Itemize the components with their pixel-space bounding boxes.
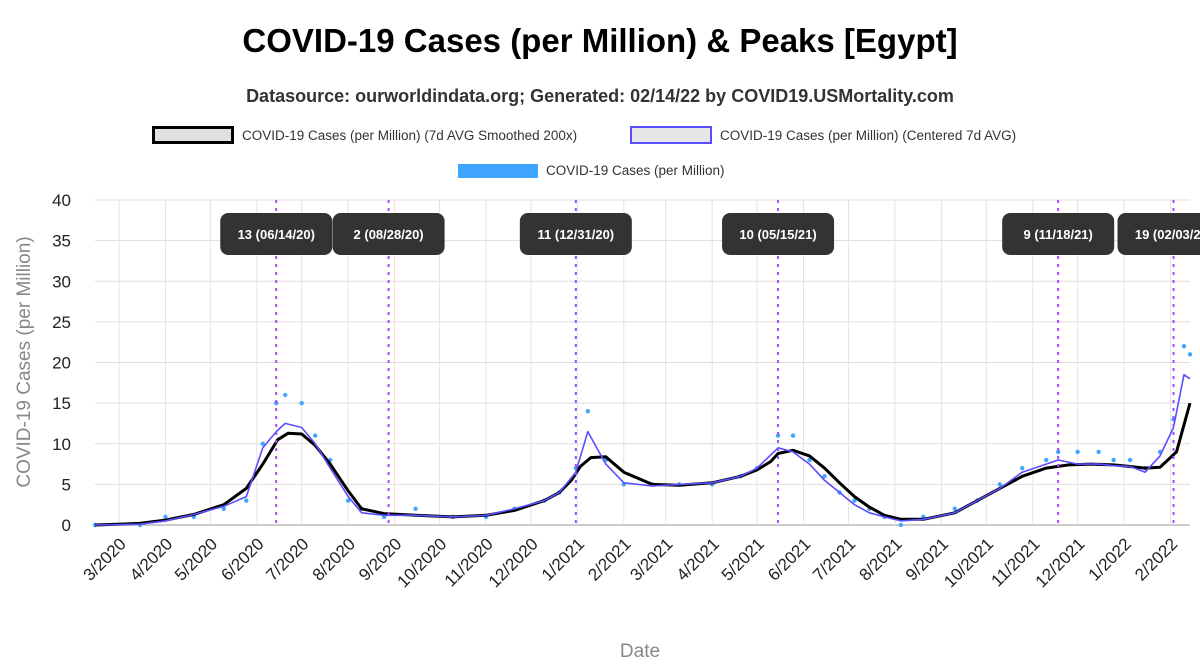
- peak-label: 9 (11/18/21): [1023, 227, 1092, 242]
- peak-marker: 10 (05/15/21): [722, 200, 835, 525]
- daily-cases-point: [775, 433, 781, 438]
- y-tick-label: 30: [52, 272, 71, 291]
- peak-label-box: [220, 213, 333, 255]
- x-tick-label: 4/2020: [126, 534, 176, 584]
- daily-cases-point: [1055, 449, 1061, 455]
- x-tick-label: 5/2020: [171, 534, 221, 584]
- daily-cases-point: [221, 506, 227, 511]
- daily-cases-points: [92, 344, 1193, 528]
- peak-label-box: [332, 213, 445, 255]
- y-tick-label: 20: [52, 354, 71, 373]
- x-tick-label: 3/2021: [626, 534, 676, 584]
- daily-cases-point: [1043, 457, 1049, 463]
- y-tick-label: 0: [62, 516, 71, 535]
- x-tick-label: 10/2021: [940, 534, 997, 591]
- peak-markers: 13 (06/14/20) 2 (08/28/20) 11 (12/31/20) 10…: [220, 200, 1200, 525]
- y-tick-label: 15: [52, 394, 71, 413]
- x-tick-label: 8/2021: [856, 534, 906, 584]
- peak-label-box: [1002, 213, 1115, 255]
- legend-swatch-smoothed: [152, 126, 234, 144]
- x-tick-label: 7/2021: [809, 534, 859, 584]
- legend-item-centered[interactable]: COVID-19 Cases (per Million) (Centered 7…: [630, 126, 1016, 144]
- y-tick-label: 35: [52, 232, 71, 251]
- x-tick-label: 1/2022: [1085, 534, 1135, 584]
- x-tick-label: 2/2021: [584, 534, 634, 584]
- daily-cases-point: [1075, 449, 1080, 455]
- x-tick-label: 3/2020: [80, 534, 130, 584]
- peak-label: 10 (05/15/21): [739, 227, 816, 242]
- daily-cases-point: [274, 400, 279, 406]
- legend-swatch-centered: [630, 126, 712, 144]
- series-lines: [94, 373, 1192, 527]
- daily-cases-point: [585, 409, 591, 414]
- y-tick-label: 40: [52, 191, 71, 210]
- x-axis-ticks: 3/20204/20205/20206/20207/20208/20209/20…: [80, 534, 1182, 591]
- daily-cases-point: [1020, 465, 1025, 471]
- daily-cases-point: [244, 498, 249, 503]
- legend-item-daily[interactable]: COVID-19 Cases (per Million): [458, 163, 725, 178]
- daily-cases-point: [312, 433, 318, 438]
- x-axis-title: Date: [620, 641, 660, 662]
- peak-label: 11 (12/31/20): [538, 227, 615, 242]
- x-tick-label: 1/2021: [538, 534, 588, 584]
- x-tick-label: 6/2021: [764, 534, 814, 584]
- peak-marker: 2 (08/28/20): [332, 200, 445, 525]
- daily-cases-point: [1127, 457, 1133, 463]
- daily-cases-point: [1181, 344, 1187, 349]
- peak-marker: 19 (02/03/22): [1117, 200, 1200, 525]
- smoothed-line: [94, 402, 1192, 527]
- daily-cases-point: [283, 392, 288, 398]
- daily-cases-point: [260, 441, 265, 446]
- daily-cases-point: [852, 498, 857, 503]
- legend-swatch-daily: [458, 163, 538, 178]
- peak-marker: 9 (11/18/21): [1002, 200, 1115, 525]
- x-tick-label: 6/2020: [217, 534, 267, 584]
- daily-cases-point: [1096, 449, 1101, 455]
- y-tick-label: 25: [52, 313, 71, 332]
- x-tick-label: 8/2020: [309, 534, 359, 584]
- legend-label-smoothed: COVID-19 Cases (per Million) (7d AVG Smo…: [242, 127, 578, 143]
- peak-label: 19 (02/03/22): [1135, 227, 1200, 242]
- peak-label-box: [1117, 213, 1200, 255]
- peak-label-box: [519, 213, 632, 255]
- y-tick-label: 10: [52, 435, 71, 454]
- daily-cases-point: [413, 506, 418, 511]
- x-tick-label: 7/2020: [262, 534, 312, 584]
- daily-cases-point: [299, 400, 304, 406]
- daily-cases-point: [822, 474, 827, 479]
- daily-cases-point: [790, 433, 796, 438]
- peak-marker: 13 (06/14/20): [220, 200, 333, 525]
- peak-marker: 11 (12/31/20): [519, 200, 632, 525]
- chart-title: COVID-19 Cases (per Million) & Peaks [Eg…: [242, 22, 958, 59]
- legend-label-daily: COVID-19 Cases (per Million): [546, 163, 725, 178]
- daily-cases-point: [997, 482, 1002, 487]
- y-tick-label: 5: [62, 475, 71, 494]
- x-tick-label: 2/2022: [1131, 534, 1181, 584]
- legend-item-smoothed[interactable]: COVID-19 Cases (per Million) (7d AVG Smo…: [152, 126, 577, 144]
- daily-cases-point: [345, 498, 351, 503]
- chart-subtitle: Datasource: ourworldindata.org; Generate…: [246, 86, 954, 106]
- daily-cases-point: [1111, 457, 1116, 463]
- x-tick-label: 12/2021: [1032, 534, 1089, 591]
- legend-label-centered: COVID-19 Cases (per Million) (Centered 7…: [720, 127, 1017, 143]
- centered-avg-line: [94, 373, 1191, 526]
- peak-label-box: [722, 213, 835, 255]
- peak-label: 13 (06/14/20): [238, 227, 315, 242]
- x-tick-label: 10/2020: [393, 534, 450, 591]
- x-tick-label: 12/2020: [485, 534, 542, 591]
- y-axis-ticks: 0 5 10 15 20 25 30 35 40: [52, 191, 71, 535]
- y-axis-title: COVID-19 Cases (per Million): [14, 236, 35, 487]
- daily-cases-point: [163, 514, 168, 520]
- daily-cases-point: [952, 506, 958, 511]
- daily-cases-point: [1187, 352, 1193, 357]
- daily-cases-point: [807, 457, 812, 463]
- daily-cases-point: [898, 522, 904, 528]
- x-tick-label: 5/2021: [718, 534, 768, 584]
- peak-label: 2 (08/28/20): [354, 227, 424, 242]
- x-tick-label: 4/2021: [673, 534, 723, 584]
